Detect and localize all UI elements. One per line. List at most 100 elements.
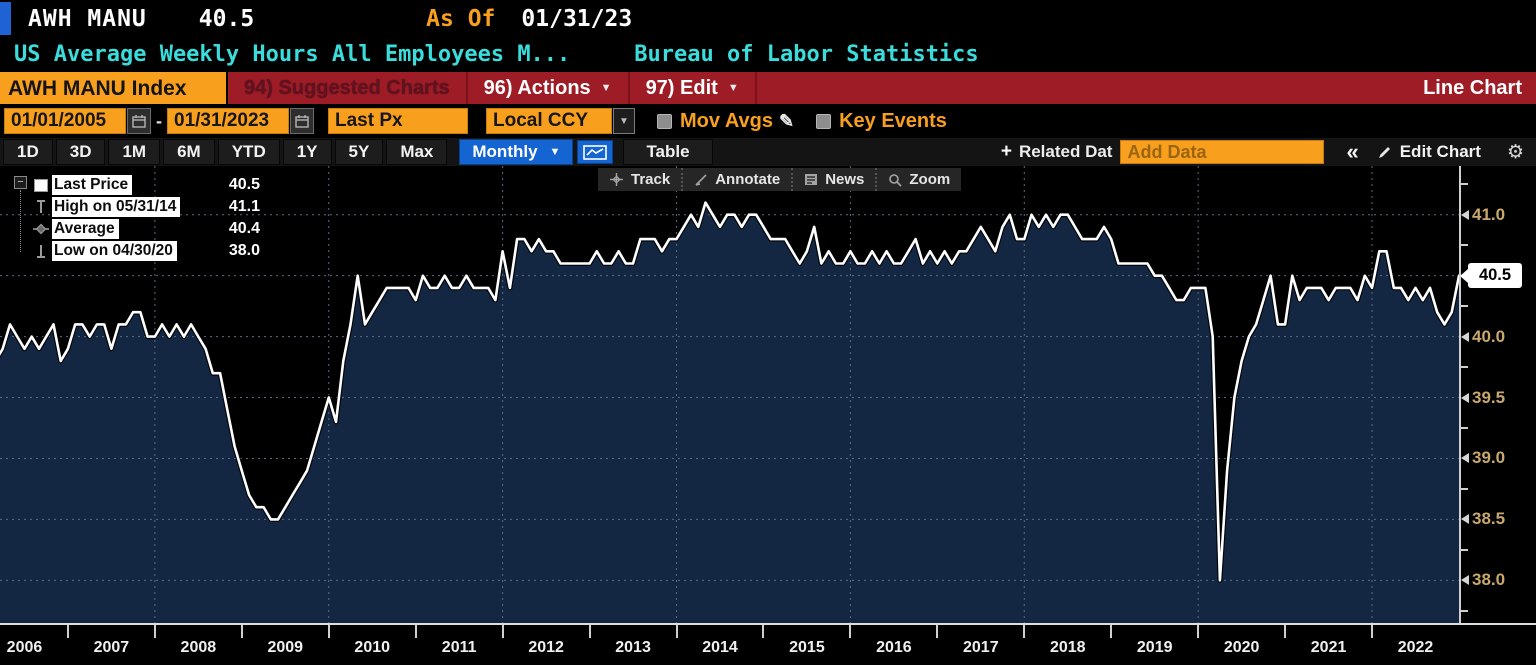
y-axis-major-tick	[1461, 514, 1469, 525]
range-tab-1m[interactable]: 1M	[108, 139, 161, 165]
x-axis-tick	[414, 625, 417, 638]
legend-row[interactable]: High on 05/31/14 41.1	[14, 196, 260, 218]
actions-menu[interactable]: 96) Actions ▼	[468, 72, 630, 104]
calendar-icon[interactable]	[127, 108, 151, 134]
legend-row[interactable]: Last Price 40.5	[14, 174, 260, 196]
x-axis-tick	[675, 625, 678, 638]
zoom-tool-button[interactable]: Zoom	[877, 168, 962, 191]
y-axis-tick-label: 39.0	[1472, 448, 1506, 468]
ticker-symbol: AWH MANU	[28, 5, 147, 32]
y-axis-major-tick	[1461, 453, 1469, 464]
x-axis-tick	[1284, 625, 1287, 638]
legend-row[interactable]: Average 40.4	[14, 218, 260, 240]
range-tabs: 1D 3D 1M 6M YTD 1Y 5Y Max	[0, 139, 448, 165]
y-axis-minor-tick	[1461, 487, 1468, 490]
edit-chart-button[interactable]: Edit Chart	[1377, 142, 1481, 162]
price-area-chart	[0, 166, 1459, 623]
news-icon	[804, 173, 818, 186]
security-description-bar: US Average Weekly Hours All Employees M.…	[0, 37, 1536, 71]
table-button[interactable]: Table	[623, 139, 713, 165]
currency-dropdown-button[interactable]: ▼	[613, 108, 635, 134]
annotate-tool-button[interactable]: Annotate	[683, 168, 794, 191]
x-axis-year-label: 2010	[354, 639, 391, 656]
chart-plot[interactable]	[0, 166, 1459, 623]
suggested-charts-menu[interactable]: 94) Suggested Charts	[228, 72, 468, 104]
x-axis-year-label: 2015	[789, 639, 825, 656]
edit-menu[interactable]: 97) Edit ▼	[630, 72, 757, 104]
mov-avgs-label[interactable]: Mov Avgs	[680, 109, 773, 132]
actions-menu-label: 96) Actions	[483, 76, 591, 99]
x-axis-year-label: 2016	[876, 639, 912, 656]
legend-label: Low on 04/30/20	[52, 241, 177, 261]
legend-expander-icon[interactable]: −	[14, 176, 27, 189]
currency-select[interactable]: Local CCY	[486, 108, 612, 134]
range-tab-5y[interactable]: 5Y	[334, 139, 384, 165]
pencil-icon[interactable]: ✎	[778, 110, 795, 131]
title-bar: AWH MANU 40.5 As Of 01/31/23	[0, 0, 1536, 37]
last-price-marker-value: 40.5	[1478, 266, 1512, 285]
gear-icon[interactable]: ⚙	[1506, 141, 1524, 163]
news-tool-button[interactable]: News	[793, 168, 878, 191]
key-events-checkbox[interactable]	[816, 113, 832, 129]
y-axis-major-tick	[1461, 331, 1469, 342]
collapse-panel-button[interactable]: «	[1346, 139, 1359, 164]
chart-legend: − Last Price 40.5 High on 05/31/14 41.1 Aver…	[14, 174, 260, 262]
date-to-input[interactable]: 01/31/2023	[167, 108, 289, 134]
security-description: US Average Weekly Hours All Employees M.…	[14, 41, 571, 67]
x-axis-tick	[849, 625, 852, 638]
x-axis-tick	[1197, 625, 1200, 638]
plus-icon: +	[1000, 141, 1012, 162]
chevron-down-icon: ▼	[549, 146, 561, 158]
chart-toolbar: 1D 3D 1M 6M YTD 1Y 5Y Max Monthly ▼ Table + Rel…	[0, 138, 1536, 166]
security-button[interactable]: AWH MANU Index	[0, 72, 228, 104]
y-axis-minor-tick	[1461, 305, 1468, 308]
chart-area: Track Annotate News Zoom − Last Price 40.5 Hi…	[0, 166, 1536, 623]
x-axis-tick	[588, 625, 591, 638]
high-marker-icon	[37, 200, 45, 213]
price-field-input[interactable]: Last Px	[328, 108, 468, 134]
legend-tree-line	[20, 190, 21, 252]
range-tab-1y[interactable]: 1Y	[282, 139, 332, 165]
pencil-icon	[1378, 146, 1390, 158]
x-axis-tick	[936, 625, 939, 638]
key-events-label[interactable]: Key Events	[839, 109, 947, 132]
chart-type-label: Line Chart	[1423, 76, 1522, 99]
low-marker-icon	[37, 245, 45, 258]
range-tab-3d[interactable]: 3D	[55, 139, 106, 165]
y-axis-minor-tick	[1461, 366, 1468, 369]
range-tab-ytd[interactable]: YTD	[217, 139, 280, 165]
y-axis-tick-label: 39.5	[1472, 387, 1506, 407]
legend-value: 38.0	[228, 242, 260, 259]
x-axis-year-label: 2017	[963, 639, 999, 656]
related-data-button[interactable]: + Related Dat	[1001, 141, 1113, 163]
chevron-down-icon: ▼	[727, 82, 739, 94]
y-axis-tick-label: 41.0	[1472, 204, 1506, 224]
line-chart-style-button[interactable]	[577, 140, 614, 164]
calendar-icon[interactable]	[290, 108, 314, 134]
range-tab-1d[interactable]: 1D	[3, 139, 53, 165]
date-from-input[interactable]: 01/01/2005	[4, 108, 126, 134]
range-tab-max[interactable]: Max	[386, 139, 448, 165]
menu-bar: AWH MANU Index 94) Suggested Charts 96) …	[0, 72, 1536, 104]
x-axis-year-label: 2007	[93, 639, 130, 656]
mov-avgs-checkbox[interactable]	[657, 113, 672, 129]
period-select[interactable]: Monthly ▼	[459, 139, 574, 165]
x-axis-tick	[327, 625, 330, 638]
line-chart-icon	[583, 144, 608, 160]
zoom-tool-label: Zoom	[909, 171, 951, 188]
x-axis-year-label: 2012	[528, 639, 564, 656]
legend-label: Average	[52, 219, 119, 239]
legend-value: 40.4	[228, 220, 260, 237]
y-axis-tick-label: 38.0	[1472, 570, 1506, 590]
annotate-tool-label: Annotate	[715, 171, 781, 188]
price-line	[0, 201, 1459, 582]
area-fill	[0, 202, 1459, 623]
x-axis-year-label: 2020	[1223, 639, 1260, 656]
window-accent-bar	[0, 2, 11, 35]
legend-row[interactable]: Low on 04/30/20 38.0	[14, 240, 260, 262]
ticker-last-value: 40.5	[198, 5, 255, 32]
add-data-input[interactable]	[1120, 140, 1325, 164]
track-tool-button[interactable]: Track	[598, 168, 684, 191]
x-axis-year-label: 2006	[6, 639, 43, 656]
range-tab-6m[interactable]: 6M	[163, 139, 215, 165]
